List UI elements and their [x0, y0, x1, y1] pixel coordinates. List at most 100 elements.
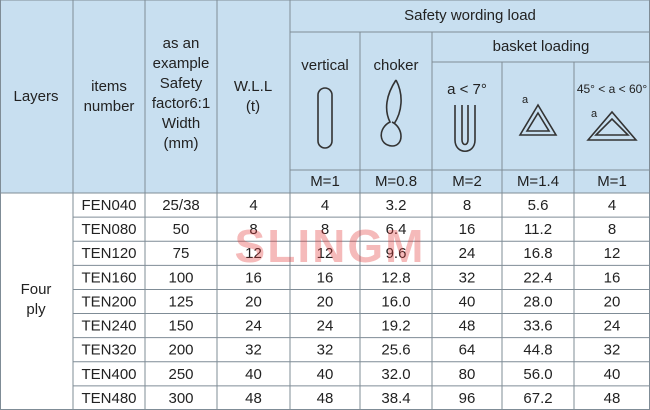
cell: 100 [168, 269, 193, 286]
cell: 16 [317, 269, 334, 286]
cell: 8 [608, 221, 616, 238]
cell: 4 [321, 197, 329, 214]
cell: 50 [173, 221, 190, 238]
cell: 44.8 [523, 342, 552, 359]
cell: TEN200 [81, 293, 136, 310]
header: W.L.L [234, 78, 272, 95]
cell: 20 [317, 293, 334, 310]
cell: 12 [317, 245, 334, 262]
cell: 32 [604, 342, 621, 359]
angle-mark: a [591, 108, 598, 120]
header: 45° < a < 60° [577, 82, 648, 96]
cell: 40 [317, 366, 334, 383]
header: basket loading [493, 38, 590, 55]
cell: 125 [168, 293, 193, 310]
cell: 24 [459, 245, 476, 262]
cell: 4 [249, 197, 257, 214]
header: Layers [13, 88, 58, 105]
cell: 20 [245, 293, 262, 310]
cell: 32 [459, 269, 476, 286]
cell: 40 [604, 366, 621, 383]
cell: 12.8 [381, 269, 410, 286]
basket-b-icon [586, 110, 638, 141]
header: Safety [160, 75, 203, 92]
factor: M=0.8 [375, 173, 417, 190]
cell: 16 [459, 221, 476, 238]
cell: 8 [321, 221, 329, 238]
angle-mark: a [522, 94, 529, 106]
cell: 48 [245, 390, 262, 407]
cell: 12 [245, 245, 262, 262]
cell: 40 [459, 293, 476, 310]
cell: 32.0 [381, 366, 410, 383]
sling-icons: a a [317, 79, 638, 153]
header: (t) [246, 98, 260, 115]
cell: 40 [245, 366, 262, 383]
header: number [84, 98, 135, 115]
header: items [91, 78, 127, 95]
layer-label: Four [21, 281, 52, 298]
cell: 16 [604, 269, 621, 286]
cell: 11.2 [524, 221, 552, 238]
cell: 24 [604, 318, 621, 335]
layer-label: ply [26, 301, 46, 318]
cell: 38.4 [381, 390, 410, 407]
header: Width [162, 115, 200, 132]
header: (mm) [164, 135, 199, 152]
cell: 80 [459, 366, 476, 383]
cell: 22.4 [523, 269, 552, 286]
cell: 150 [168, 318, 193, 335]
cell: TEN080 [81, 221, 136, 238]
cell: 56.0 [523, 366, 552, 383]
cell: 250 [168, 366, 193, 383]
cell: 16.0 [381, 293, 410, 310]
header: choker [373, 57, 418, 74]
cell: 9.6 [386, 245, 407, 262]
cell: 4 [608, 197, 616, 214]
cell: 8 [463, 197, 471, 214]
cell: 3.2 [386, 197, 407, 214]
cell: 48 [459, 318, 476, 335]
cell: 48 [317, 390, 334, 407]
cell: 64 [459, 342, 476, 359]
cell: 28.0 [523, 293, 552, 310]
cell: 20 [604, 293, 621, 310]
factor: M=2 [452, 173, 482, 190]
header: example [153, 55, 210, 72]
cell: 67.2 [523, 390, 552, 407]
cell: 6.4 [386, 221, 407, 238]
cell: 200 [168, 342, 193, 359]
cell: FEN040 [81, 197, 136, 214]
header: vertical [301, 57, 349, 74]
cell: 32 [245, 342, 262, 359]
cell: 96 [459, 390, 476, 407]
cell: 19.2 [381, 318, 410, 335]
cell: 75 [173, 245, 190, 262]
cell: 25.6 [381, 342, 410, 359]
cell: 48 [604, 390, 621, 407]
basket-u-icon [454, 105, 476, 153]
header-background [0, 0, 650, 193]
vertical-icon [317, 87, 333, 149]
factor: M=1 [597, 173, 627, 190]
cell: 32 [317, 342, 334, 359]
cell: 12 [604, 245, 621, 262]
cell: 8 [249, 221, 257, 238]
cell: 25/38 [162, 197, 200, 214]
cell: 16.8 [523, 245, 552, 262]
cell: TEN240 [81, 318, 136, 335]
header: Safety wording load [404, 7, 536, 24]
cell: 5.6 [528, 197, 549, 214]
cell: 24 [245, 318, 262, 335]
cell: TEN400 [81, 366, 136, 383]
cell: 24 [317, 318, 334, 335]
header: as an [163, 35, 200, 52]
factor: M=1 [310, 173, 340, 190]
cell: TEN160 [81, 269, 136, 286]
cell: TEN320 [81, 342, 136, 359]
header: a < 7° [447, 81, 487, 98]
factor: M=1.4 [517, 173, 559, 190]
cell: 33.6 [523, 318, 552, 335]
basket-a-icon [518, 103, 558, 136]
